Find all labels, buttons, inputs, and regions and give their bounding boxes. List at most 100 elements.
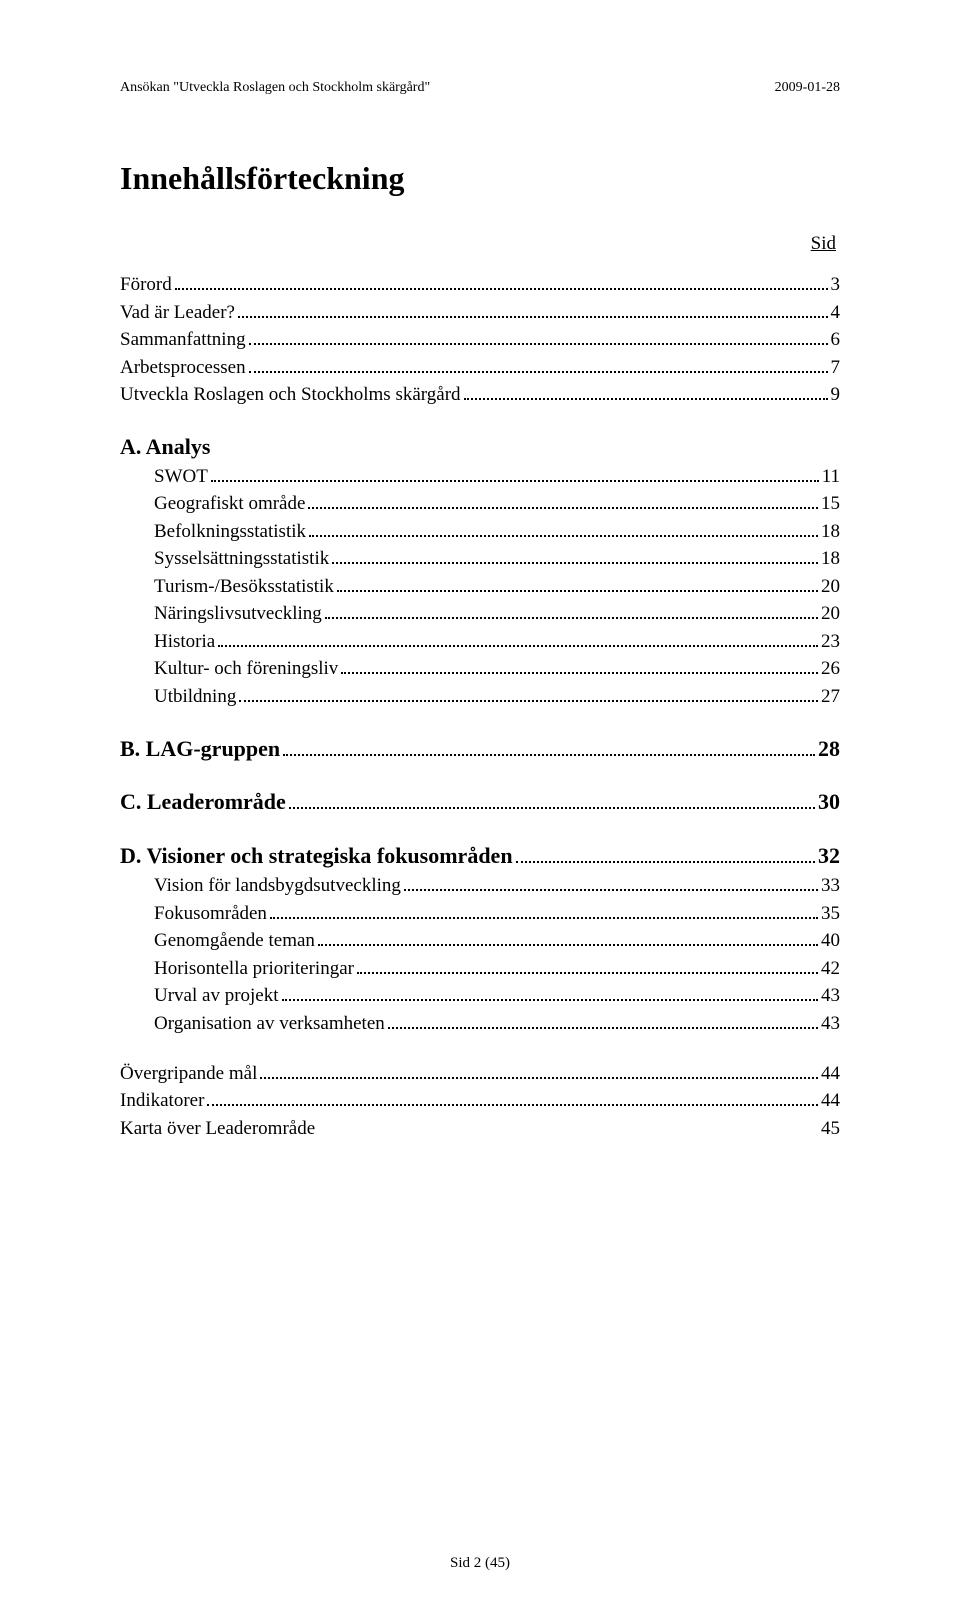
- toc-leader: [207, 1089, 818, 1106]
- toc-page: 43: [821, 982, 840, 1010]
- toc-label: Befolkningsstatistik: [154, 518, 306, 546]
- toc-label: Turism-/Besöksstatistik: [154, 573, 334, 601]
- page-footer: Sid 2 (45): [0, 1555, 960, 1572]
- toc-section-head: D. Visioner och strategiska fokusområden…: [120, 840, 840, 872]
- toc-page: 44: [821, 1087, 840, 1115]
- toc-page: 45: [821, 1115, 840, 1143]
- toc-line: Urval av projekt 43: [120, 982, 840, 1010]
- toc-line: Näringslivsutveckling 20: [120, 600, 840, 628]
- toc-line: Övergripande mål44: [120, 1060, 840, 1088]
- toc-label: C. Leaderområde: [120, 786, 286, 818]
- toc-line: Vision för landsbygdsutveckling33: [120, 872, 840, 900]
- toc-page: 4: [831, 299, 841, 327]
- toc-label: B. LAG-gruppen: [120, 733, 280, 765]
- toc-label: Sysselsättningsstatistik: [154, 545, 329, 573]
- toc-line: Sysselsättningsstatistik18: [120, 545, 840, 573]
- toc-leader: [249, 356, 828, 373]
- toc-page: 32: [818, 840, 840, 872]
- toc-leader: [357, 957, 818, 974]
- toc-leader: [270, 902, 818, 919]
- toc-section-head: B. LAG-gruppen 28: [120, 733, 840, 765]
- toc-page: 33: [821, 872, 840, 900]
- toc-leader: [239, 685, 818, 702]
- toc-line: Vad är Leader? 4: [120, 299, 840, 327]
- toc-line: Historia 23: [120, 628, 840, 656]
- toc-page: 6: [831, 326, 841, 354]
- toc-leader: [464, 383, 828, 400]
- toc-line: Geografiskt område 15: [120, 490, 840, 518]
- toc-label: Karta över Leaderområde: [120, 1115, 315, 1143]
- toc-page: 27: [821, 683, 840, 711]
- toc-leader: [260, 1061, 818, 1078]
- toc-label: Geografiskt område: [154, 490, 305, 518]
- toc-leader: [289, 790, 815, 810]
- toc-label: Utveckla Roslagen och Stockholms skärgår…: [120, 381, 461, 409]
- toc-block: A. AnalysSWOT11Geografiskt område15Befol…: [120, 431, 840, 711]
- toc-leader: [404, 874, 818, 891]
- toc-line: Indikatorer 44: [120, 1087, 840, 1115]
- toc-label: Sammanfattning: [120, 326, 246, 354]
- toc-page: 40: [821, 927, 840, 955]
- toc-line: Förord3: [120, 271, 840, 299]
- page-title: Innehållsförteckning: [120, 160, 840, 197]
- toc-leader: [218, 630, 818, 647]
- sid-column-label: Sid: [120, 233, 840, 255]
- toc-page: 11: [822, 463, 840, 491]
- toc-page: 18: [821, 518, 840, 546]
- toc-line: Fokusområden 35: [120, 900, 840, 928]
- toc-page: 26: [821, 655, 840, 683]
- toc-label: Kultur- och föreningsliv: [154, 655, 338, 683]
- toc-leader: [211, 465, 819, 482]
- toc-label: Fokusområden: [154, 900, 267, 928]
- toc-leader: [309, 520, 818, 537]
- toc-line: Arbetsprocessen7: [120, 354, 840, 382]
- toc-page: 15: [821, 490, 840, 518]
- toc-line: Kultur- och föreningsliv 26: [120, 655, 840, 683]
- toc-leader: [325, 602, 818, 619]
- toc-line: Befolkningsstatistik 18: [120, 518, 840, 546]
- toc-line: Organisation av verksamheten43: [120, 1010, 840, 1038]
- toc-page: 30: [818, 786, 840, 818]
- toc-label: Näringslivsutveckling: [154, 600, 322, 628]
- page-header: Ansökan "Utveckla Roslagen och Stockholm…: [120, 80, 840, 96]
- toc-page: 20: [821, 600, 840, 628]
- toc-leader: [516, 844, 815, 864]
- toc-leader: [282, 984, 818, 1001]
- toc-line: SWOT11: [120, 463, 840, 491]
- toc-label: A. Analys: [120, 431, 210, 463]
- toc-page: 43: [821, 1010, 840, 1038]
- toc-block: Förord3Vad är Leader?4Sammanfattning6Arb…: [120, 271, 840, 409]
- toc-label: Urval av projekt: [154, 982, 279, 1010]
- toc-label: Historia: [154, 628, 215, 656]
- toc-line: Genomgående teman 40: [120, 927, 840, 955]
- toc-section-head: A. Analys: [120, 431, 840, 463]
- toc-label: Genomgående teman: [154, 927, 315, 955]
- toc-label: Arbetsprocessen: [120, 354, 246, 382]
- header-left: Ansökan "Utveckla Roslagen och Stockholm…: [120, 80, 430, 96]
- toc-line: Sammanfattning 6: [120, 326, 840, 354]
- toc-leader: [308, 492, 818, 509]
- toc-leader: [249, 328, 828, 345]
- toc-label: D. Visioner och strategiska fokusområden: [120, 840, 513, 872]
- toc-line: Horisontella prioriteringar42: [120, 955, 840, 983]
- toc-line: Utveckla Roslagen och Stockholms skärgår…: [120, 381, 840, 409]
- toc-label: Indikatorer: [120, 1087, 204, 1115]
- toc-block: C. Leaderområde 30: [120, 786, 840, 818]
- toc-page: 28: [818, 733, 840, 765]
- toc-leader: [337, 575, 818, 592]
- header-right: 2009-01-28: [775, 80, 840, 96]
- toc-label: Horisontella prioriteringar: [154, 955, 354, 983]
- toc-block: B. LAG-gruppen 28: [120, 733, 840, 765]
- toc-leader: [332, 547, 818, 564]
- toc-section-head: C. Leaderområde 30: [120, 786, 840, 818]
- toc-block: D. Visioner och strategiska fokusområden…: [120, 840, 840, 1037]
- toc-line: Turism-/Besöksstatistik20: [120, 573, 840, 601]
- toc-leader: [388, 1012, 818, 1029]
- toc-page: 35: [821, 900, 840, 928]
- toc-label: Vad är Leader?: [120, 299, 235, 327]
- toc-line: Karta över Leaderområde 45: [120, 1115, 840, 1143]
- toc-page: 9: [831, 381, 841, 409]
- toc-leader: [341, 657, 818, 674]
- toc-leader: [283, 736, 815, 756]
- toc-page: 23: [821, 628, 840, 656]
